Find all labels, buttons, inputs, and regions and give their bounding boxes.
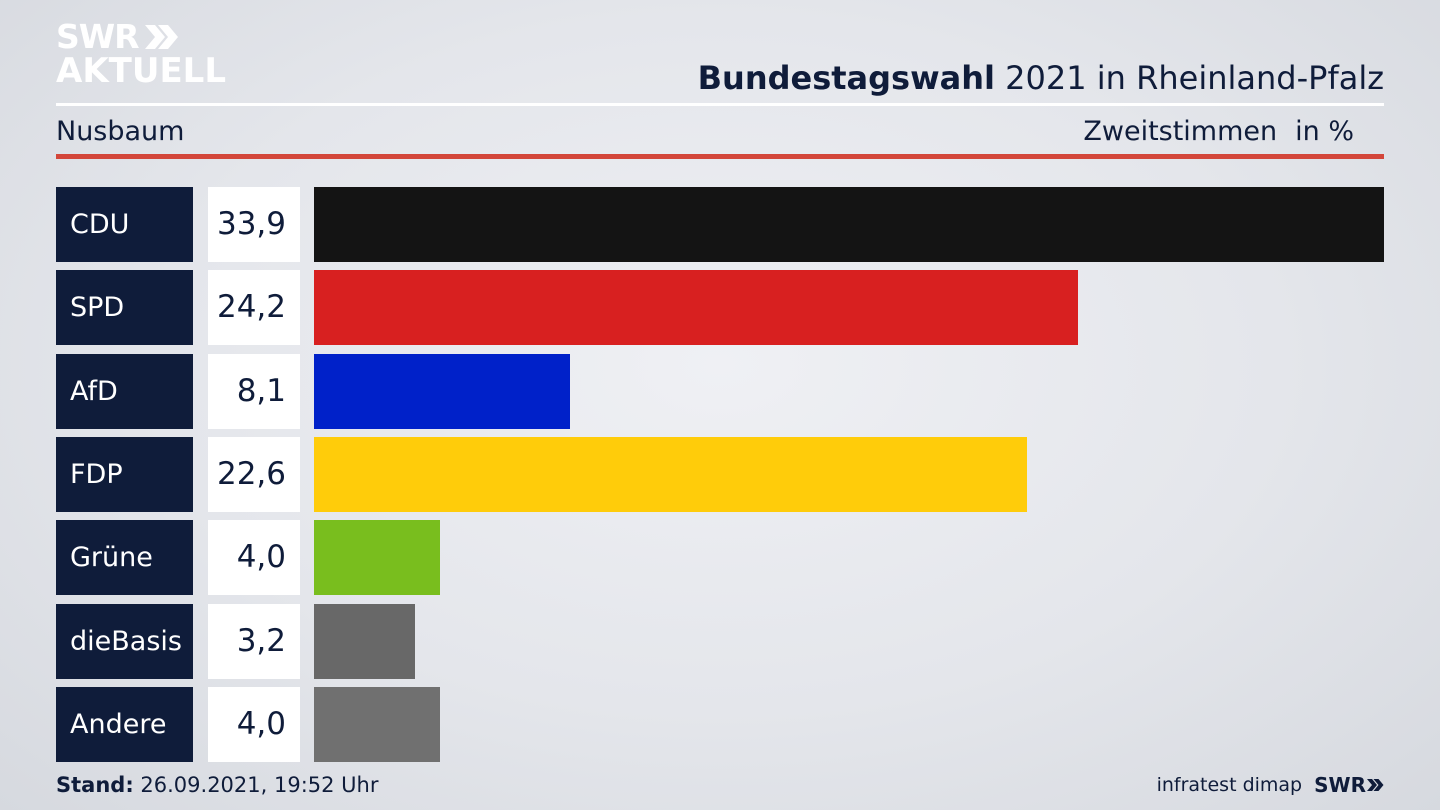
bar <box>314 604 415 679</box>
logo-text-swr: SWR <box>56 17 140 56</box>
party-label: FDP <box>56 437 193 512</box>
value-label: 4,0 <box>208 687 300 762</box>
metric-name: Zweitstimmen <box>1083 116 1278 147</box>
bar <box>314 187 1384 262</box>
bar-row: AfD 8,1 <box>56 354 1384 429</box>
footer-swr-text: SWR <box>1314 773 1366 797</box>
metric-label: Zweitstimmen in % <box>1083 116 1354 148</box>
timestamp: Stand: 26.09.2021, 19:52 Uhr <box>56 771 379 799</box>
source-label: infratest dimap <box>1156 774 1303 796</box>
double-chevron-icon <box>144 24 178 49</box>
bar <box>314 520 440 595</box>
metric-unit: in % <box>1295 116 1354 147</box>
party-label: CDU <box>56 187 193 262</box>
bar-row: FDP 22,6 <box>56 437 1384 512</box>
chart-title-rest: 2021 in Rheinland-Pfalz <box>995 59 1384 97</box>
party-label: AfD <box>56 354 193 429</box>
timestamp-value: 26.09.2021, 19:52 Uhr <box>133 773 379 797</box>
value-label: 4,0 <box>208 520 300 595</box>
chart-title: Bundestagswahl 2021 in Rheinland-Pfalz <box>698 58 1384 98</box>
bar-row: CDU 33,9 <box>56 187 1384 262</box>
bar-row: dieBasis 3,2 <box>56 604 1384 679</box>
value-label: 24,2 <box>208 270 300 345</box>
party-label: dieBasis <box>56 604 193 679</box>
value-label: 8,1 <box>208 354 300 429</box>
value-label: 33,9 <box>208 187 300 262</box>
bar-row: Andere 4,0 <box>56 687 1384 762</box>
bar-row: Grüne 4,0 <box>56 520 1384 595</box>
logo-text-aktuell: AKTUELL <box>56 51 227 91</box>
bar <box>314 687 440 762</box>
double-chevron-icon <box>1367 779 1384 791</box>
swr-aktuell-logo: SWR AKTUELL <box>56 20 226 89</box>
footer-swr-logo: SWR <box>1314 771 1384 799</box>
bar <box>314 354 570 429</box>
bar <box>314 270 1078 345</box>
chart-title-bold: Bundestagswahl <box>697 59 995 97</box>
value-label: 3,2 <box>208 604 300 679</box>
party-label: SPD <box>56 270 193 345</box>
bar-row: SPD 24,2 <box>56 270 1384 345</box>
accent-divider <box>56 154 1384 159</box>
party-label: Grüne <box>56 520 193 595</box>
timestamp-label: Stand: <box>56 773 134 797</box>
bar <box>314 437 1027 512</box>
header-divider <box>56 103 1384 106</box>
constituency-name: Nusbaum <box>56 116 185 147</box>
party-label: Andere <box>56 687 193 762</box>
footer-credits: infratest dimap SWR <box>1157 771 1384 799</box>
value-label: 22,6 <box>208 437 300 512</box>
